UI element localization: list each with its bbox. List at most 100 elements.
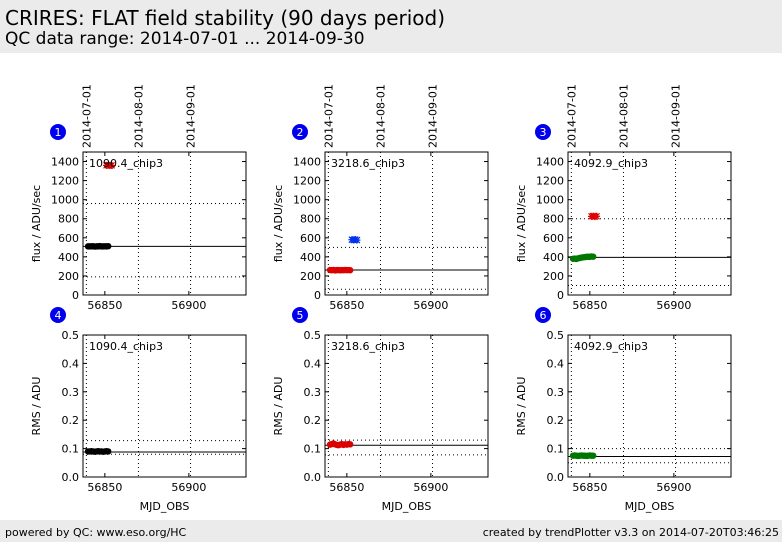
y-tick-label: 600 [300,232,321,245]
y-axis-label: flux / ADU/sec [515,185,528,262]
y-tick-label: 400 [300,251,321,264]
y-tick-label: 0.4 [62,357,80,370]
page-title: CRIRES: FLAT field stability (90 days pe… [5,6,446,30]
date-tick-label: 2014-07-01 [80,84,93,148]
y-tick-label: 1200 [51,175,79,188]
y-tick-label: 0.0 [304,471,322,484]
data-point [593,212,601,220]
panel-number-badge [535,124,551,140]
y-tick-label: 400 [58,251,79,264]
date-tick-label: 2014-09-01 [185,84,198,148]
y-tick-label: 0 [314,289,321,302]
x-axis-label: MJD_OBS [140,500,190,513]
x-tick-label: 56850 [572,299,607,312]
y-tick-label: 0.1 [62,443,80,456]
data-point [108,161,116,169]
y-tick-label: 0.3 [547,386,565,399]
chart-panel-3: 3 0 200 400 600 800 1000 1200 1400 56850 56900 4092… [515,124,732,312]
chart-panel-4: 4 0.0 0.1 0.2 0.3 0.4 0.5 56850 56900 1090.4_chip… [30,307,247,513]
x-axis-label: MJD_OBS [382,500,432,513]
y-tick-label: 0.1 [304,443,322,456]
chart-panel-5: 5 0.0 0.1 0.2 0.3 0.4 0.5 56850 56900 3218.6_chip… [272,307,489,513]
y-tick-label: 1400 [51,156,79,169]
y-axis-label: flux / ADU/sec [30,185,43,262]
y-tick-label: 1000 [293,194,321,207]
plot-frame [82,334,247,478]
footer-powered-by: powered by QC: www.eso.org/HC [5,526,187,539]
y-tick-label: 400 [543,251,564,264]
x-tick-label: 56900 [656,481,691,494]
y-axis-label: RMS / ADU [272,377,285,436]
y-tick-label: 0.0 [62,471,80,484]
panel-annotation: 1090.4_chip3 [89,340,163,353]
y-axis-label: RMS / ADU [30,377,43,436]
panel-number-badge [50,307,66,323]
y-tick-label: 0.2 [547,414,565,427]
y-tick-label: 600 [543,232,564,245]
y-tick-label: 0.2 [304,414,322,427]
panel-number-label: 4 [55,309,62,322]
panel-number-label: 1 [55,126,62,139]
y-tick-label: 1000 [536,194,564,207]
y-tick-label: 800 [543,213,564,226]
chart-panel-6: 6 0.0 0.1 0.2 0.3 0.4 0.5 56850 56900 4092.9_chip… [515,307,732,513]
x-axis-label: MJD_OBS [625,500,675,513]
panel-number-badge [292,124,308,140]
date-tick-label: 2014-07-01 [322,84,335,148]
date-tick-label: 2014-09-01 [670,84,683,148]
y-tick-label: 1000 [51,194,79,207]
x-tick-label: 56900 [171,299,206,312]
y-tick-label: 800 [58,213,79,226]
x-tick-label: 56850 [572,481,607,494]
chart-panel-2: 2 0 200 400 600 800 1000 1200 1400 56850 56900 3218… [272,124,489,312]
y-tick-label: 0.1 [547,443,565,456]
y-tick-label: 0.5 [304,329,322,342]
x-tick-label: 56850 [87,299,122,312]
y-tick-label: 200 [300,270,321,283]
data-point [353,236,361,244]
panel-annotation: 3218.6_chip3 [331,157,405,170]
panel-number-label: 6 [540,309,547,322]
y-tick-label: 0.0 [547,471,565,484]
chart-panel-1: 1 0 200 400 600 800 1000 1200 1400 56850 56900 1090… [30,124,247,312]
y-tick-label: 200 [58,270,79,283]
date-tick-label: 2014-07-01 [565,84,578,148]
data-point [105,448,112,455]
x-tick-label: 56850 [329,299,364,312]
date-tick-label: 2014-08-01 [617,84,630,148]
y-tick-label: 0.5 [547,329,565,342]
y-tick-label: 600 [58,232,79,245]
y-tick-label: 0.5 [62,329,80,342]
panel-annotation: 1090.4_chip3 [89,157,163,170]
x-tick-label: 56900 [656,299,691,312]
y-tick-label: 0.4 [547,357,565,370]
panel-annotation: 4092.9_chip3 [574,340,648,353]
y-tick-label: 1400 [536,156,564,169]
footer-bar: powered by QC: www.eso.org/HC created by… [0,520,782,542]
y-axis-label: flux / ADU/sec [272,185,285,262]
plot-frame [324,151,489,296]
x-tick-label: 56850 [87,481,122,494]
panel-number-badge [292,307,308,323]
x-tick-label: 56900 [413,481,448,494]
panel-number-label: 3 [540,126,547,139]
panel-number-badge [50,124,66,140]
data-point [590,253,597,260]
data-point [347,267,354,274]
y-tick-label: 1200 [536,175,564,188]
y-tick-label: 0.3 [304,386,322,399]
data-point [347,441,354,448]
y-tick-label: 800 [300,213,321,226]
x-tick-label: 56900 [413,299,448,312]
x-tick-label: 56850 [329,481,364,494]
date-tick-label: 2014-08-01 [374,84,387,148]
date-tick-label: 2014-09-01 [427,84,440,148]
date-tick-label: 2014-08-01 [132,84,145,148]
page-subtitle: QC data range: 2014-07-01 ... 2014-09-30 [5,29,365,49]
plot-frame [567,334,732,478]
y-tick-label: 0 [72,289,79,302]
panel-annotation: 3218.6_chip3 [331,340,405,353]
header-bar: CRIRES: FLAT field stability (90 days pe… [0,0,782,53]
y-axis-label: RMS / ADU [515,377,528,436]
